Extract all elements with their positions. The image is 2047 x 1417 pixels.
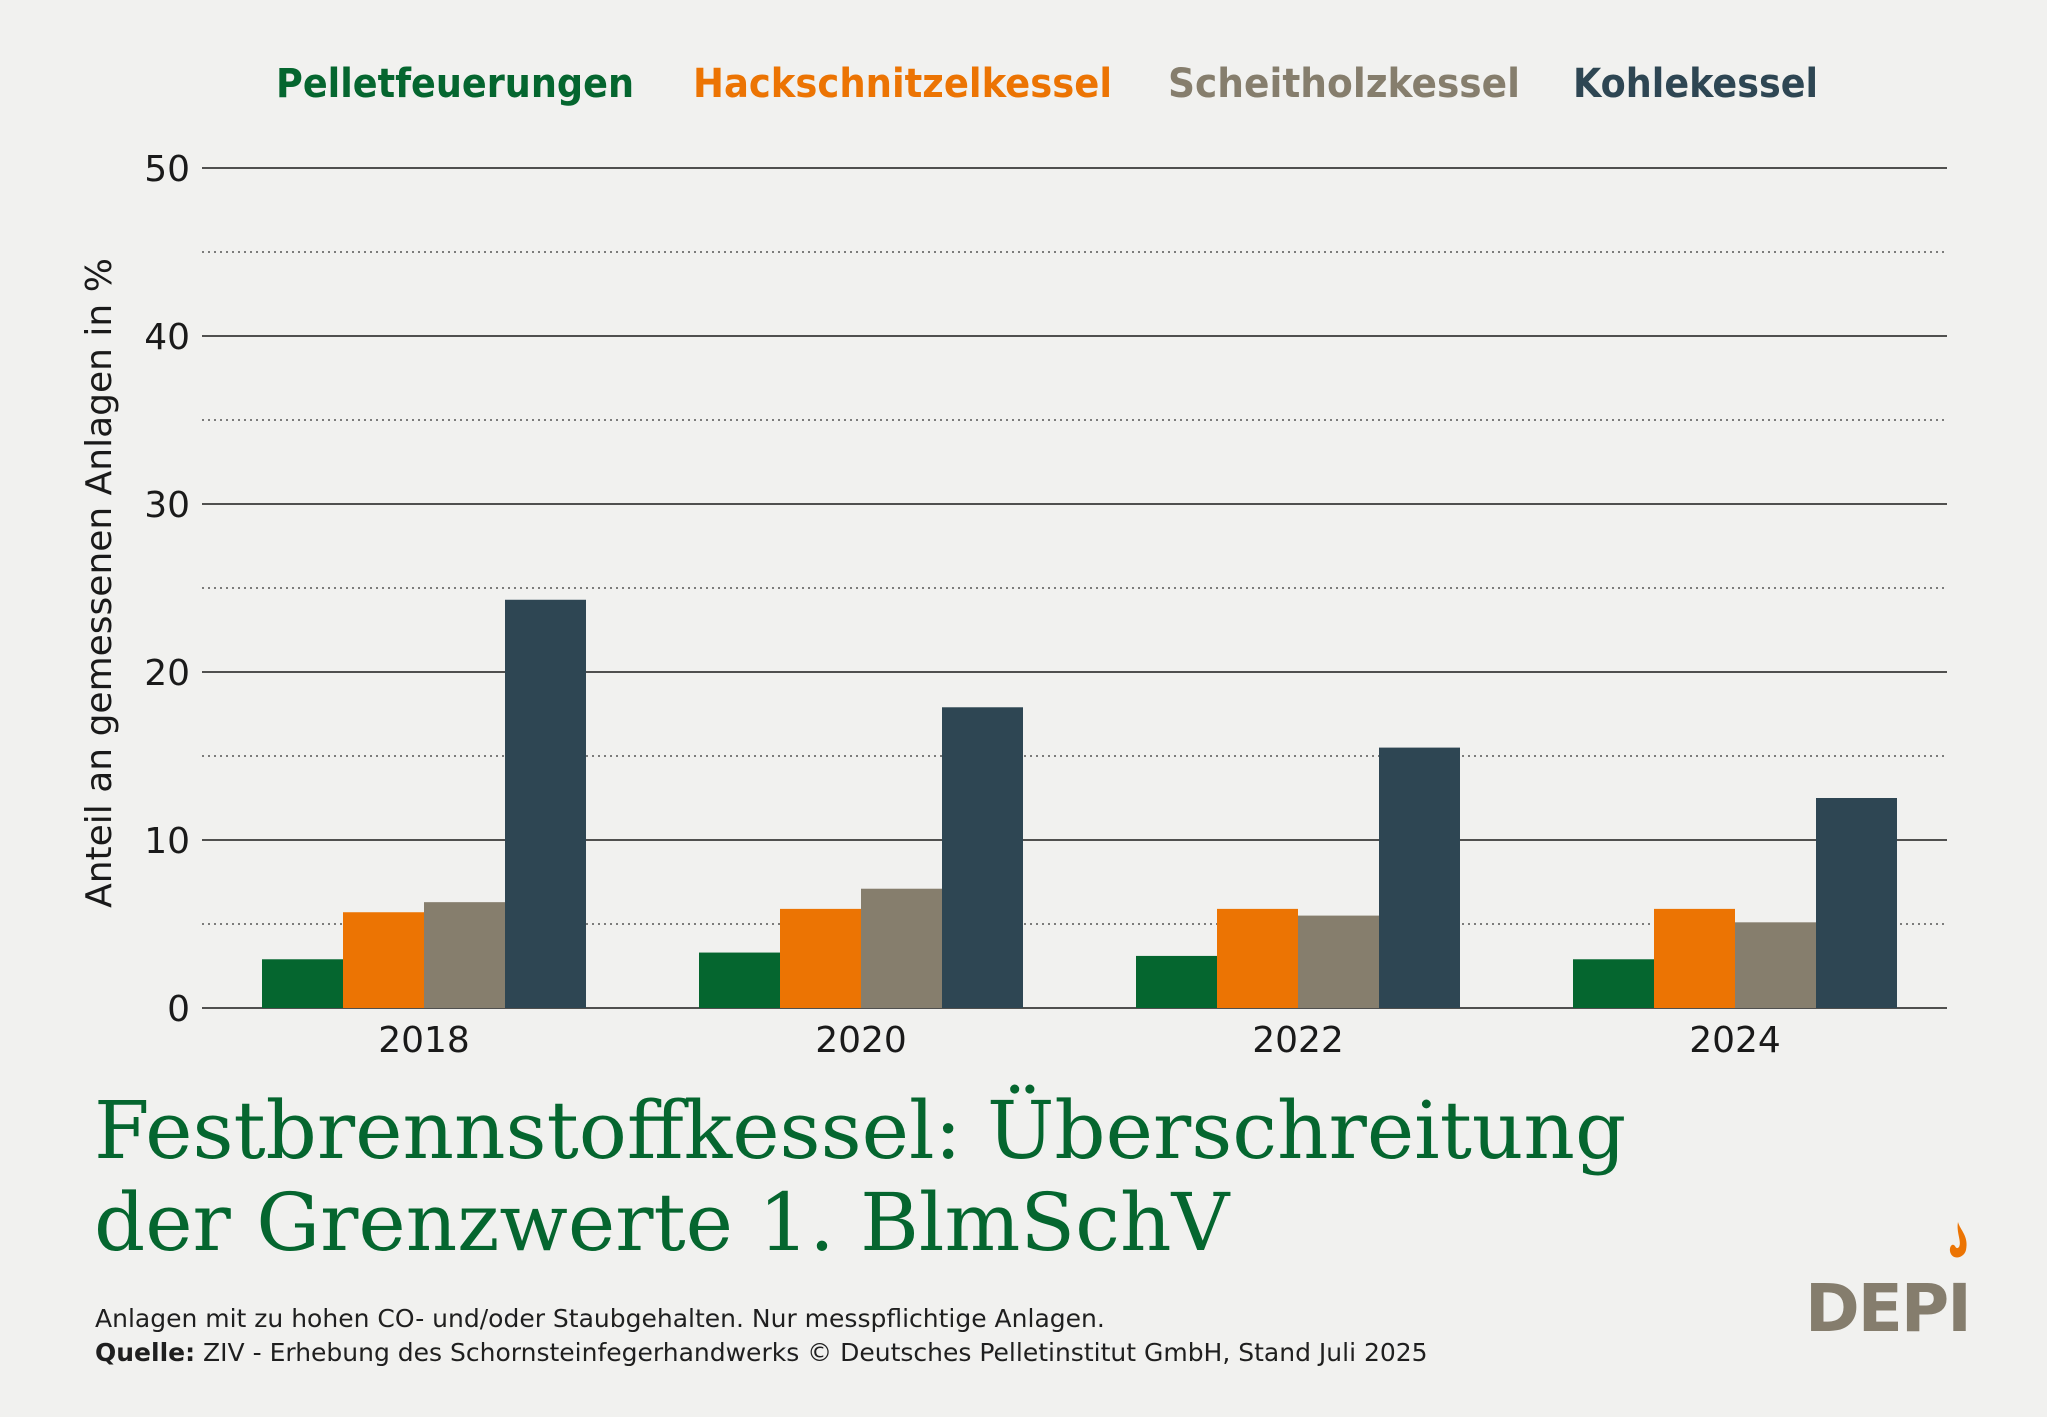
bar-hackschnitzelkessel-2018	[343, 912, 424, 1008]
chart-title: Festbrennstoffkessel: Überschreitung der…	[94, 1085, 1626, 1269]
chart-bars	[262, 599, 1897, 1008]
y-tick-label: 40	[144, 317, 190, 358]
y-axis-ticks: 0 10 20 30 40 50	[144, 149, 190, 1030]
bar-hackschnitzelkessel-2024	[1654, 908, 1735, 1008]
bar-pelletfeuerungen-2018	[262, 959, 343, 1008]
y-tick-label: 0	[167, 989, 190, 1030]
bar-pelletfeuerungen-2020	[699, 952, 780, 1008]
y-axis-label: Anteil an gemessenen Anlagen in %	[79, 258, 120, 908]
chart-footnote: Anlagen mit zu hohen CO- und/oder Staubg…	[95, 1302, 1428, 1370]
x-tick-label: 2020	[815, 1020, 907, 1061]
x-tick-label: 2024	[1689, 1020, 1781, 1061]
y-tick-label: 30	[144, 485, 190, 526]
y-tick-label: 50	[144, 149, 190, 190]
legend-item-kohlekessel: Kohlekessel	[1573, 61, 1818, 107]
bar-kohlekessel-2022	[1379, 747, 1460, 1008]
y-tick-label: 10	[144, 821, 190, 862]
legend-item-hackschnitzelkessel: Hackschnitzelkessel	[693, 61, 1112, 107]
bar-scheitholzkessel-2022	[1298, 915, 1379, 1008]
legend-item-scheitholzkessel: Scheitholzkessel	[1168, 61, 1520, 107]
flame-icon	[1949, 1222, 1967, 1258]
chart-title-line-1: Festbrennstoffkessel: Überschreitung	[94, 1084, 1627, 1177]
bar-kohlekessel-2018	[505, 599, 586, 1008]
bar-kohlekessel-2020	[942, 707, 1023, 1008]
chart-legend: Pelletfeuerungen Hackschnitzelkessel Schei…	[276, 61, 1818, 107]
source-label: Quelle:	[95, 1338, 196, 1367]
bar-hackschnitzelkessel-2022	[1217, 908, 1298, 1008]
x-tick-label: 2018	[378, 1020, 470, 1061]
depi-logo: DEPI	[1805, 1222, 1972, 1347]
x-tick-label: 2022	[1252, 1020, 1344, 1061]
bar-pelletfeuerungen-2024	[1573, 959, 1654, 1008]
x-axis-ticks: 2018 2020 2022 2024	[378, 1020, 1781, 1061]
footnote-source: Quelle: ZIV - Erhebung des Schornsteinfe…	[95, 1336, 1428, 1370]
legend-item-pelletfeuerungen: Pelletfeuerungen	[276, 61, 634, 107]
chart-gridlines	[202, 167, 1947, 1009]
chart-title-line-2: der Grenzwerte 1. BlmSchV	[94, 1176, 1230, 1269]
logo-text: DEPI	[1805, 1270, 1972, 1347]
y-tick-label: 20	[144, 653, 190, 694]
bar-scheitholzkessel-2020	[861, 888, 942, 1008]
source-text: ZIV - Erhebung des Schornsteinfegerhandw…	[195, 1338, 1428, 1367]
bar-scheitholzkessel-2018	[424, 902, 505, 1008]
bar-hackschnitzelkessel-2020	[780, 908, 861, 1008]
footnote-note: Anlagen mit zu hohen CO- und/oder Staubg…	[95, 1304, 1105, 1333]
bar-scheitholzkessel-2024	[1735, 922, 1816, 1008]
bar-pelletfeuerungen-2022	[1136, 955, 1217, 1008]
bar-kohlekessel-2024	[1816, 798, 1897, 1008]
